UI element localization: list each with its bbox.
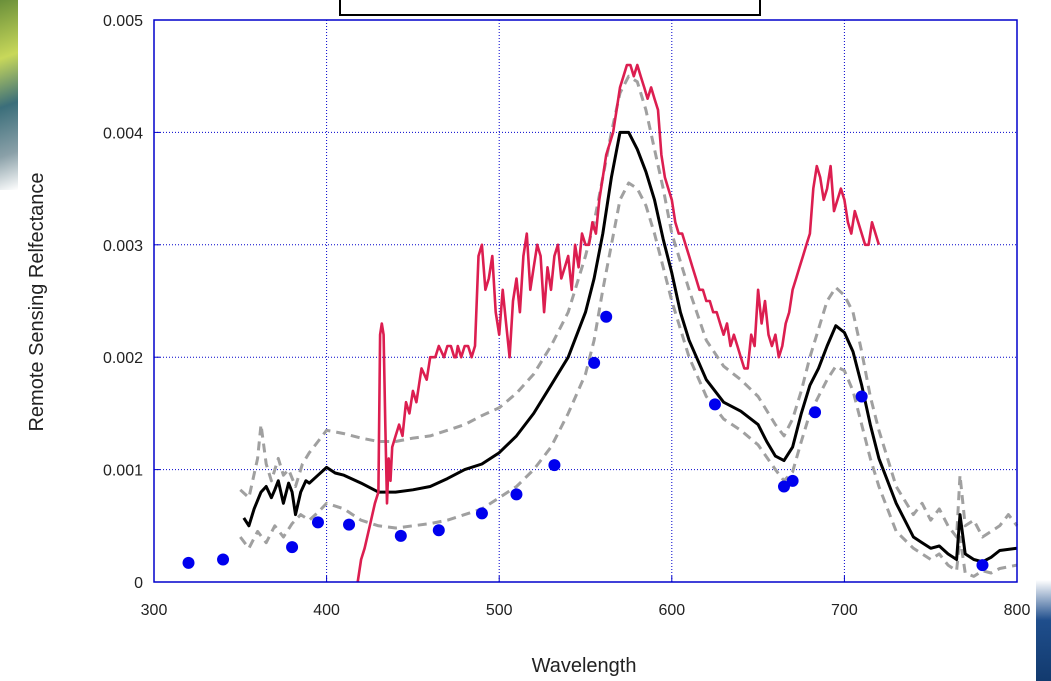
series-points	[182, 310, 989, 572]
data-point	[976, 559, 989, 572]
data-point	[708, 398, 721, 411]
data-point	[343, 518, 356, 531]
data-point	[286, 541, 299, 554]
y-tick-label: 0.004	[103, 125, 143, 142]
y-tick-label: 0.002	[103, 350, 143, 367]
background-photo-edge-left	[0, 0, 18, 190]
data-point	[394, 529, 407, 542]
data-point	[600, 310, 613, 323]
x-tick-label: 400	[313, 602, 340, 619]
y-tick-label: 0.003	[103, 238, 143, 255]
data-point	[588, 356, 601, 369]
legend-box	[339, 0, 761, 16]
data-point	[510, 488, 523, 501]
data-point	[809, 406, 822, 419]
data-point	[777, 480, 790, 493]
data-point	[548, 459, 561, 472]
x-tick-label: 500	[486, 602, 513, 619]
y-tick-label: 0.005	[103, 13, 143, 30]
y-tick-label: 0	[134, 575, 143, 592]
x-tick-label: 600	[658, 602, 685, 619]
series-line-mean	[242, 130, 1018, 564]
y-axis-title: Remote Sensing Relfectance	[26, 172, 48, 431]
data-point	[475, 507, 488, 520]
series-line-lower-bound	[239, 181, 1018, 578]
background-photo-edge-right	[1036, 580, 1051, 681]
data-point	[182, 556, 195, 569]
y-axis-ticks: 0 0.001 0.002 0.003 0.004 0.005	[103, 13, 160, 592]
series-line-upper-bound	[239, 74, 1019, 539]
data-point	[855, 390, 868, 403]
plot-frame	[153, 19, 1018, 583]
x-axis-title: Wavelength	[532, 655, 637, 677]
x-tick-label: 700	[831, 602, 858, 619]
data-point	[217, 553, 230, 566]
data-point	[786, 474, 799, 487]
data-point	[432, 524, 445, 537]
x-axis-ticks: 300 400 500 600 700 800	[141, 576, 1031, 619]
y-tick-label: 0.001	[103, 463, 143, 480]
grid-lines	[154, 20, 1017, 582]
data-point	[311, 516, 324, 529]
x-tick-label: 300	[141, 602, 168, 619]
series-lines	[239, 63, 1019, 583]
x-tick-label: 800	[1004, 602, 1031, 619]
series-line-measured	[356, 63, 881, 583]
